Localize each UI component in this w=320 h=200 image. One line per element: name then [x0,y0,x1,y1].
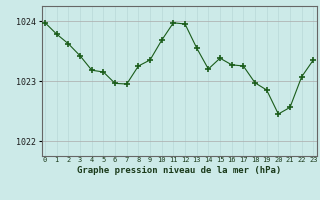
X-axis label: Graphe pression niveau de la mer (hPa): Graphe pression niveau de la mer (hPa) [77,166,281,175]
